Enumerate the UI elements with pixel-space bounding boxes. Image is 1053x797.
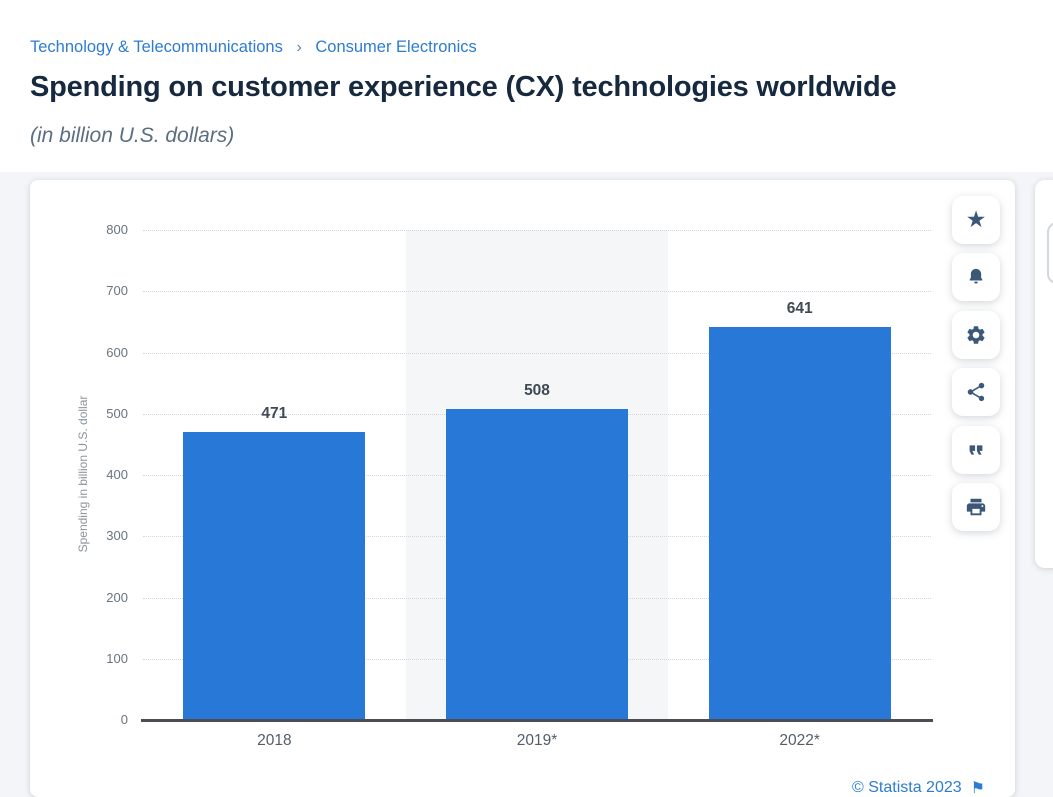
y-axis-tick-label: 700 (106, 283, 128, 299)
print-button[interactable] (952, 483, 1000, 531)
side-panel-inner-box (1047, 222, 1053, 284)
statista-copyright-link[interactable]: © Statista 2023 (852, 778, 962, 796)
chart-card: Spending in billion U.S. dollar 0 100 200 3… (30, 180, 1015, 797)
breadcrumb-separator: › (296, 39, 302, 56)
bar-2019[interactable] (446, 408, 628, 720)
report-flag-icon[interactable]: ⚑ (970, 778, 985, 797)
page-subtitle: (in billion U.S. dollars) (30, 124, 235, 147)
breadcrumb: Technology & Telecommunications › Consum… (30, 37, 477, 58)
chart-source: © Statista 2023 ⚑ (852, 778, 985, 797)
share-icon (965, 381, 987, 403)
bell-icon (965, 266, 987, 288)
y-axis-tick-label: 600 (106, 344, 128, 360)
share-button[interactable] (952, 368, 1000, 416)
x-axis-line (141, 719, 933, 722)
y-axis-tick-label: 500 (106, 405, 128, 421)
y-axis-tick-label: 400 (106, 467, 128, 482)
favorite-button[interactable]: ★ (952, 196, 1000, 244)
gear-icon (965, 324, 987, 346)
settings-button[interactable] (952, 311, 1000, 359)
gridline (143, 352, 931, 354)
printer-icon (965, 496, 987, 518)
bar-value-label: 508 (524, 381, 550, 399)
x-axis-label: 2022* (779, 732, 820, 749)
bar-2018[interactable] (183, 431, 366, 720)
y-axis-tick-label: 800 (106, 222, 128, 237)
page-title: Spending on customer experience (CX) tec… (30, 71, 897, 103)
y-axis-tick-label: 100 (106, 650, 128, 666)
bar-value-label: 471 (261, 404, 288, 422)
bar-2022[interactable] (708, 327, 891, 720)
breadcrumb-subcategory-link[interactable]: Consumer Electronics (315, 38, 477, 56)
star-icon: ★ (965, 206, 987, 233)
bar-value-label: 641 (786, 300, 813, 318)
gridline (143, 230, 931, 231)
y-axis-tick-label: 0 (120, 712, 128, 727)
breadcrumb-category-link[interactable]: Technology & Telecommunications (30, 38, 283, 56)
y-axis-tick-label: 300 (106, 528, 128, 544)
gridline (143, 291, 931, 293)
x-axis-label: 2019* (516, 732, 558, 749)
y-axis-tick-label: 200 (106, 589, 128, 605)
x-axis-label: 2018 (257, 732, 292, 749)
side-panel-partial (1035, 180, 1053, 568)
bar-chart: Spending in billion U.S. dollar 0 100 200 3… (30, 180, 1015, 797)
set-alert-button[interactable] (952, 253, 1000, 301)
cite-button[interactable] (952, 426, 1000, 474)
quote-icon (965, 439, 987, 461)
